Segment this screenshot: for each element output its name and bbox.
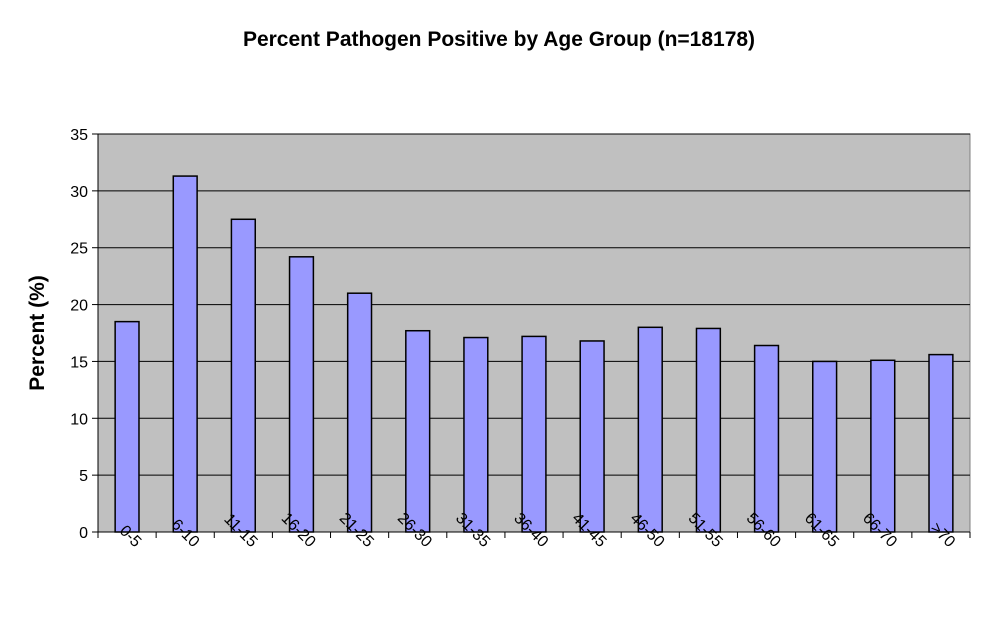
bar	[230, 218, 257, 533]
bar	[463, 336, 489, 533]
bar	[114, 320, 140, 533]
bar	[288, 256, 315, 533]
bar	[695, 327, 722, 533]
y-tick-label: 0	[79, 525, 88, 542]
y-axis: 0 5 10 15 20 25 30 35	[70, 127, 99, 542]
y-tick-label: 5	[79, 468, 88, 485]
y-tick-label: 30	[70, 184, 88, 201]
bar	[928, 353, 954, 533]
chart-title: Percent Pathogen Positive by Age Group (…	[242, 28, 756, 51]
bar	[521, 335, 547, 533]
y-tick-label: 35	[70, 127, 88, 144]
y-axis-title: Percent (%)	[26, 275, 49, 391]
bar	[811, 360, 838, 533]
bar	[753, 344, 780, 533]
bar	[346, 292, 373, 533]
bar	[579, 340, 605, 533]
bar	[172, 175, 198, 533]
bar	[405, 329, 431, 533]
y-tick-label: 20	[70, 298, 88, 315]
bars	[114, 175, 954, 533]
bar	[637, 326, 663, 533]
bar	[870, 359, 896, 533]
y-tick-label: 25	[70, 241, 88, 258]
y-tick-label: 10	[70, 411, 88, 428]
y-tick-label: 15	[70, 354, 88, 371]
